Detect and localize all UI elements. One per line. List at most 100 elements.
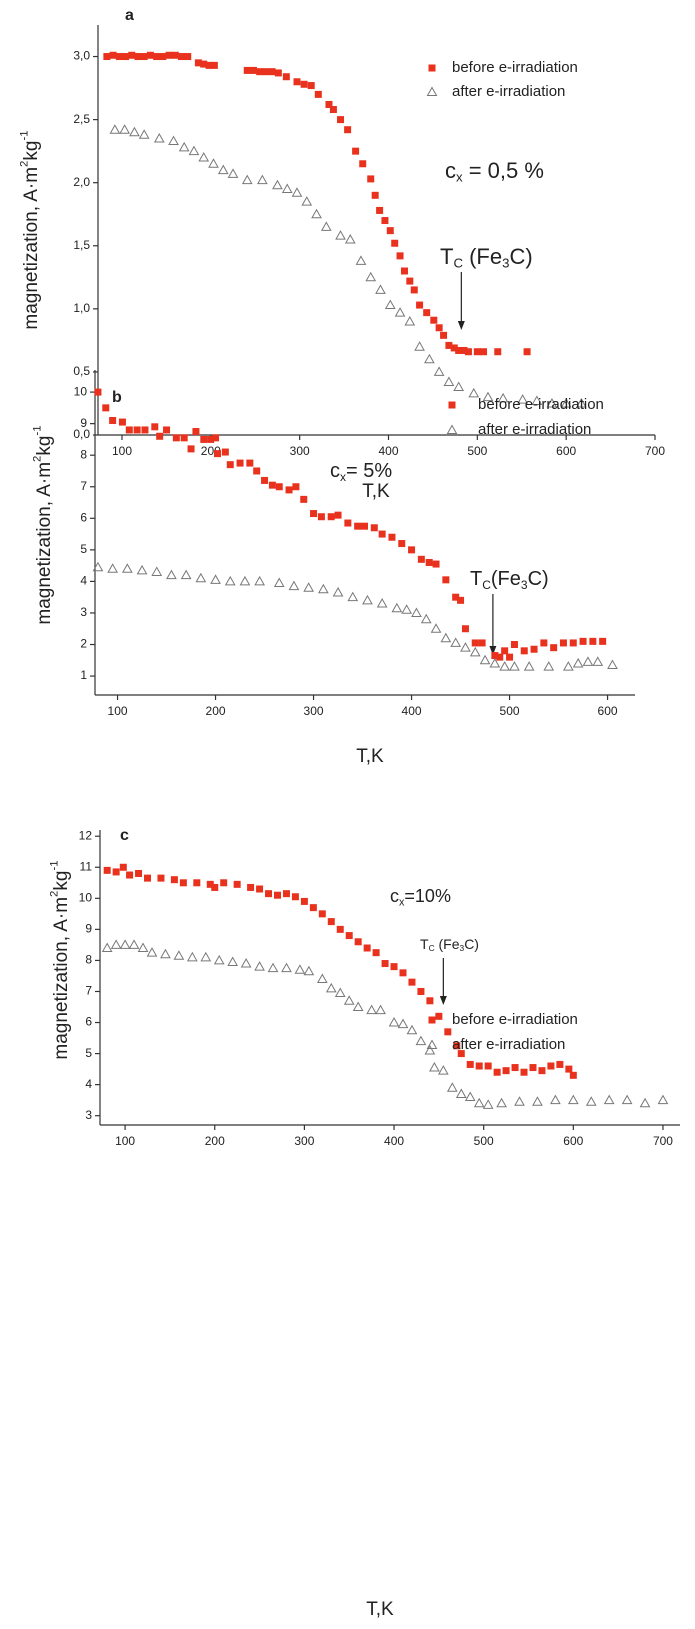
y-tick-label: 2 [80, 637, 87, 651]
marker-square [538, 1067, 546, 1075]
marker-square [159, 53, 167, 61]
marker-triangle [532, 1096, 543, 1106]
marker-square [354, 522, 362, 530]
marker-square [221, 448, 229, 456]
marker-square [220, 879, 228, 887]
legend-marker [428, 64, 436, 72]
marker-triangle [592, 656, 604, 666]
curie-label: TC (Fe3C) [440, 244, 533, 271]
marker-square [134, 53, 142, 61]
marker-triangle [560, 397, 572, 408]
marker-triangle [332, 586, 344, 597]
marker-square [172, 434, 180, 442]
panel-label: c [120, 827, 129, 844]
marker-square [510, 641, 518, 649]
marker-square [179, 879, 187, 887]
marker-triangle [440, 632, 452, 643]
label-part: 2 [48, 891, 60, 897]
marker-square [457, 596, 465, 604]
marker-square [376, 206, 384, 214]
x-tick-label: 400 [384, 1134, 404, 1148]
marker-square [309, 904, 317, 912]
marker-triangle [173, 950, 185, 960]
marker-square [187, 445, 195, 453]
y-tick-label: 2,0 [73, 175, 90, 189]
marker-triangle [281, 962, 292, 973]
marker-triangle [347, 591, 359, 602]
x-axis-label: T,K [356, 746, 384, 767]
label-part: C) [528, 568, 549, 590]
marker-square [273, 891, 281, 899]
marker-square [442, 576, 450, 584]
y-tick-label: 10 [79, 890, 93, 904]
label-part: x [456, 170, 463, 185]
x-axis-label: T,K [362, 481, 390, 502]
marker-triangle [639, 1097, 651, 1108]
marker-square [109, 416, 117, 424]
marker-triangle [344, 233, 356, 244]
marker-triangle [464, 1091, 476, 1102]
marker-square [133, 426, 141, 434]
y-tick-label: 11 [80, 859, 93, 873]
concentration-label: cx= 5% [330, 460, 392, 484]
marker-triangle [424, 1044, 436, 1055]
x-tick-label: 400 [402, 704, 422, 718]
marker-square [243, 66, 251, 74]
marker-square [151, 423, 159, 431]
marker-triangle [227, 168, 239, 178]
y-tick-label: 3,0 [73, 49, 90, 63]
label-part: 2 [31, 456, 43, 462]
y-tick-label: 10 [74, 384, 88, 398]
marker-square [246, 459, 254, 467]
marker-triangle [376, 597, 388, 608]
x-tick-label: 600 [563, 1134, 583, 1148]
marker-square [491, 652, 499, 660]
y-tick-label: 4 [80, 574, 87, 588]
marker-square [200, 435, 208, 443]
marker-triangle [119, 124, 131, 134]
marker-triangle [394, 307, 406, 317]
legend-marker [426, 1039, 438, 1049]
marker-square [115, 53, 123, 61]
marker-triangle [317, 583, 329, 594]
marker-square [367, 175, 375, 183]
marker-triangle [303, 965, 315, 976]
x-tick-label: 200 [206, 704, 226, 718]
marker-square [556, 1060, 564, 1068]
marker-triangle [517, 394, 528, 404]
marker-triangle [128, 939, 140, 949]
x-tick-label: 500 [467, 444, 487, 458]
marker-square [207, 435, 215, 443]
y-axis-label: magnetization, A·m2kg-1 [48, 860, 72, 1059]
marker-triangle [621, 1094, 633, 1105]
marker-square [550, 644, 558, 652]
marker-square [275, 483, 283, 491]
label-part: C [429, 943, 435, 953]
marker-triangle [92, 561, 104, 572]
label-part: x [399, 896, 405, 908]
x-tick-label: 700 [645, 444, 665, 458]
panel: 100 200 300 400 500 600 1 2 3 4 5 6 7 8 9 10 b T,K magneti… [31, 370, 635, 767]
marker-square [206, 880, 214, 888]
marker-triangle [136, 564, 148, 575]
marker-triangle [455, 1088, 467, 1098]
marker-square [180, 434, 188, 442]
marker-triangle [550, 1094, 561, 1105]
marker-square [334, 511, 342, 519]
marker-square [569, 1071, 577, 1079]
marker-triangle [291, 187, 303, 197]
marker-square [268, 481, 276, 489]
x-tick-label: 100 [115, 1134, 135, 1148]
label-part: -1 [31, 425, 43, 435]
marker-square [461, 625, 469, 633]
marker-triangle [272, 179, 283, 190]
marker-square [329, 106, 337, 114]
marker-triangle [311, 208, 322, 219]
marker-square [381, 217, 389, 225]
marker-square [569, 639, 577, 647]
marker-square [435, 324, 443, 332]
marker-triangle [355, 255, 367, 265]
y-tick-label: 7 [85, 984, 92, 998]
y-tick-label: 3 [85, 1108, 92, 1122]
